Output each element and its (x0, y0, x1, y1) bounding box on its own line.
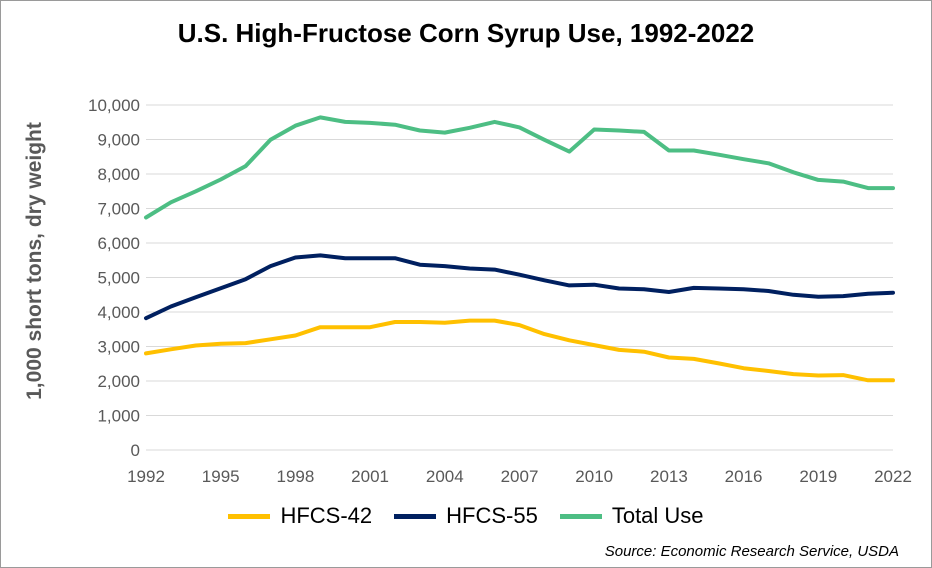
x-tick-label: 2022 (874, 467, 912, 486)
legend-label: HFCS-55 (446, 503, 538, 528)
x-tick-label: 2010 (575, 467, 613, 486)
y-tick-label: 5,000 (97, 269, 140, 288)
legend-item: HFCS-42 (228, 503, 372, 529)
x-tick-label: 1998 (276, 467, 314, 486)
x-tick-label: 2004 (426, 467, 464, 486)
legend-swatch (394, 513, 437, 519)
y-tick-label: 1,000 (97, 407, 140, 426)
legend-label: Total Use (611, 503, 704, 528)
legend-swatch (228, 513, 271, 519)
y-tick-label: 4,000 (97, 303, 140, 322)
series-line-hfcs-42 (144, 318, 895, 383)
y-tick-label: 3,000 (97, 338, 140, 357)
gridlines (146, 104, 893, 451)
legend-item: HFCS-55 (394, 503, 538, 529)
x-tick-label: 2019 (799, 467, 837, 486)
y-tick-label: 6,000 (97, 234, 140, 253)
y-tick-label: 9,000 (97, 131, 140, 150)
y-tick-label: 10,000 (88, 96, 140, 115)
y-tick-label: 0 (131, 441, 140, 460)
series-line-hfcs-55 (144, 253, 895, 321)
x-tick-label: 1992 (127, 467, 165, 486)
x-tick-labels: 1992 1995 1998 2001 2004 2007 2010 2013 2016 2019… (127, 467, 912, 486)
x-tick-label: 1995 (202, 467, 240, 486)
series-lines (144, 115, 895, 383)
source-note: Source: Economic Research Service, USDA (604, 543, 899, 560)
series-line-total-use (144, 115, 895, 220)
legend-label: HFCS-42 (280, 503, 373, 528)
legend: HFCS-42 HFCS-55 Total Use (1, 503, 931, 529)
legend-item: Total Use (559, 503, 704, 529)
y-tick-labels: 0 1,000 2,000 3,000 4,000 5,000 6,000 7,000 8,00… (88, 96, 140, 460)
x-tick-label: 2016 (725, 467, 763, 486)
x-tick-label: 2007 (501, 467, 539, 486)
y-tick-label: 2,000 (97, 372, 140, 391)
y-tick-label: 8,000 (97, 165, 140, 184)
legend-swatch (559, 513, 602, 519)
x-tick-label: 2013 (650, 467, 688, 486)
y-tick-label: 7,000 (97, 200, 140, 219)
x-tick-label: 2001 (351, 467, 389, 486)
chart-title: U.S. High-Fructose Corn Syrup Use, 1992-… (177, 18, 755, 48)
